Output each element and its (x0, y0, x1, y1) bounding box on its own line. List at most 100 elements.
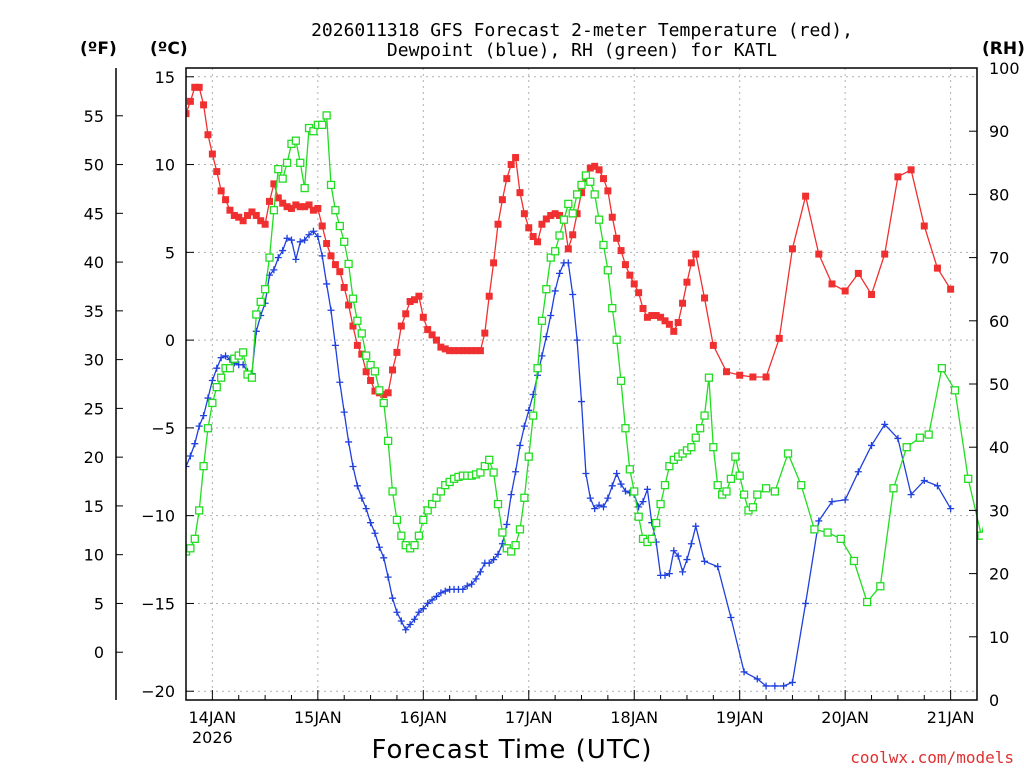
dewpoint-point (191, 440, 199, 448)
rh-point (375, 386, 384, 395)
temperature-point (419, 313, 427, 321)
temperature-point (195, 83, 203, 91)
temperature-point (239, 217, 247, 225)
rh-point (586, 177, 595, 186)
temperature-point (323, 240, 331, 248)
rh-point (397, 531, 406, 540)
dewpoint-point (591, 505, 599, 513)
dewpoint-point (279, 247, 287, 255)
temperature-point (367, 376, 375, 384)
temperature-point (564, 245, 572, 253)
axes: −20 −15 −10 −5 0 5 10 15 0 5 10 15 20 25 30 35 40 45 50 55 0… (84, 59, 1020, 747)
dewpoint-point (353, 482, 361, 490)
rh-point (568, 209, 577, 218)
rh-point (542, 285, 551, 294)
temperature-point (503, 175, 511, 183)
temperature-point (261, 220, 269, 228)
rh-point (810, 525, 819, 534)
rh-point (524, 452, 533, 461)
rh-point (309, 127, 318, 136)
dewpoint-point (292, 255, 300, 263)
temperature-point (296, 203, 304, 211)
temperature-point (230, 211, 238, 219)
temperature-point (292, 201, 300, 209)
rh-point (991, 472, 998, 479)
dewpoint-point (419, 605, 427, 613)
rh-point (950, 386, 960, 395)
celsius-tick-label: −5 (151, 419, 175, 438)
rh-point (964, 474, 973, 483)
rh-point (199, 462, 208, 471)
rh-point (691, 433, 700, 442)
rh-point (348, 294, 358, 303)
fahrenheit-tick-label: 15 (84, 497, 104, 516)
credit-label: coolwx.com/models (850, 748, 1014, 767)
dewpoint-point (516, 441, 524, 449)
series-layer (186, 83, 998, 690)
dewpoint-point (252, 327, 260, 335)
rh-point (704, 373, 714, 382)
dewpoint-point (687, 540, 695, 548)
dewpoint-point (323, 280, 331, 288)
rh-point (265, 253, 274, 262)
temperature-point (907, 166, 915, 174)
dewpoint-point (854, 468, 862, 476)
temperature-point (617, 247, 625, 255)
rh-point (212, 383, 221, 392)
dewpoint-point (661, 571, 669, 579)
rh-point (476, 468, 485, 477)
dewpoint-point (424, 599, 432, 607)
rh-point (731, 452, 740, 461)
series-temperature (186, 83, 955, 399)
dewpoint-point (727, 613, 735, 621)
rh-point (564, 199, 573, 209)
dewpoint-point (428, 596, 436, 604)
rh-point (603, 266, 613, 275)
rh-point (533, 364, 542, 373)
temperature-point (815, 250, 823, 258)
dewpoint-point (314, 233, 322, 241)
temperature-point (494, 220, 502, 228)
dewpoint-point (551, 287, 559, 295)
dewpoint-point (200, 412, 208, 420)
rh-point (340, 237, 349, 246)
fahrenheit-tick-label: 30 (84, 351, 104, 370)
temperature-point (406, 297, 414, 305)
rh-point (489, 468, 498, 477)
dewpoint-point (384, 573, 392, 581)
rh-point (423, 506, 432, 515)
dewpoint-point (613, 470, 621, 478)
rh-point (203, 424, 213, 433)
temperature-point (265, 197, 273, 205)
dewpoint-point (222, 352, 230, 360)
temperature-point (894, 173, 902, 181)
dewpoint-point (881, 420, 889, 428)
dewpoint-point (542, 333, 550, 341)
rh-point (735, 471, 744, 480)
rh-point (722, 487, 731, 496)
dewpoint-point (375, 543, 383, 551)
temperature-point (657, 313, 665, 321)
dewpoint-point (336, 378, 344, 386)
dewpoint-point (573, 336, 581, 344)
temperature-point (463, 347, 471, 355)
temperature-point (397, 322, 405, 330)
temperature-point (186, 110, 190, 118)
rh-tick-label: 20 (989, 565, 1009, 584)
temperature-point (446, 347, 454, 355)
temperature-point (556, 211, 564, 219)
rh-point (616, 376, 626, 385)
rh-point (357, 329, 366, 338)
dewpoint-point (437, 589, 445, 597)
x-tick-label: 19JAN (716, 708, 764, 727)
rh-point (515, 525, 525, 534)
rh-point (665, 462, 674, 471)
temperature-point (621, 261, 629, 269)
temperature-point (389, 366, 397, 374)
temperature-point (679, 299, 687, 307)
rh-point (634, 512, 643, 521)
celsius-tick-label: −15 (141, 594, 175, 613)
rh-point (493, 499, 503, 509)
temperature-point (402, 310, 410, 318)
temperature-point (802, 192, 810, 200)
